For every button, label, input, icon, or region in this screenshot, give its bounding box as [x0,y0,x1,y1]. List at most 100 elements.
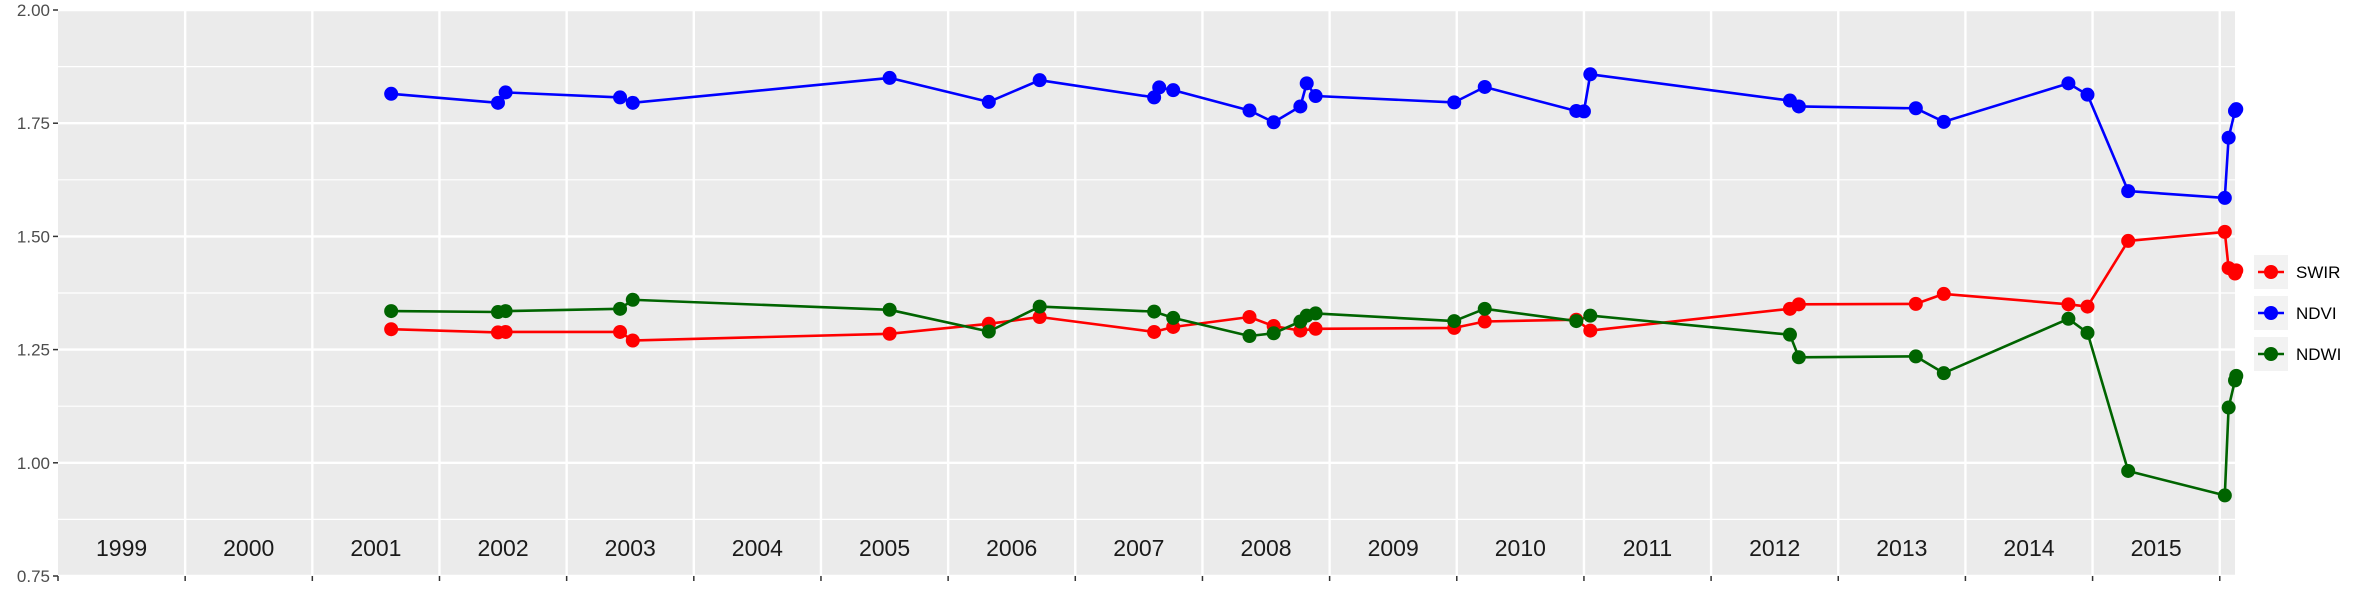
x-tick-label: 2008 [1240,535,1291,561]
legend-label: NDWI [2296,345,2341,364]
data-point-ndvi [490,95,505,110]
x-tick-label: 2002 [477,535,528,561]
data-point-swir [2217,224,2232,239]
data-point-ndvi [1293,99,1308,114]
data-point-ndwi [2061,311,2076,326]
data-point-ndwi [2080,325,2095,340]
data-point-swir [882,326,897,341]
data-point-swir [2229,263,2244,278]
data-point-ndvi [1583,67,1598,82]
data-point-ndvi [1152,80,1167,95]
data-point-ndwi [1308,306,1323,321]
y-tick-label: 1.50 [17,227,50,246]
data-point-ndvi [882,70,897,85]
data-point-swir [1032,309,1047,324]
x-tick-label: 2014 [2003,535,2054,561]
x-tick-label: 2007 [1113,535,1164,561]
data-point-ndwi [981,324,996,339]
legend-key-point [2264,306,2278,320]
legend: SWIR NDVI NDWI [2252,250,2370,380]
y-axis: 0.75 1.00 1.25 1.50 1.75 2.00 [17,1,58,586]
data-point-swir [2080,299,2095,314]
data-point-ndvi [1791,99,1806,114]
data-point-ndwi [1032,299,1047,314]
data-point-swir [384,322,399,337]
grid-major [58,8,2235,578]
y-tick-label: 1.00 [17,454,50,473]
data-point-ndwi [613,301,628,316]
data-point-ndvi [2121,184,2136,199]
x-tick-label: 2006 [986,535,1037,561]
data-point-ndwi [1908,349,1923,364]
x-tick-label: 2012 [1749,535,1800,561]
x-tick-label: 2010 [1495,535,1546,561]
data-point-ndwi [1936,366,1951,381]
data-point-ndvi [1299,76,1314,91]
data-point-swir [2061,297,2076,312]
data-point-swir [498,324,513,339]
data-point-swir [1936,286,1951,301]
x-year-labels: 1999 2000 2001 2002 2003 2004 2005 2006 2007 2008… [96,535,2182,561]
data-point-ndvi [498,85,513,100]
data-point-ndwi [1266,326,1281,341]
data-point-ndwi [2217,488,2232,503]
x-tick-label: 2004 [732,535,783,561]
y-tick-label: 1.75 [17,114,50,133]
data-point-ndwi [1791,350,1806,365]
x-axis [57,576,2221,581]
legend-label: SWIR [2296,263,2340,282]
data-point-ndwi [1242,329,1257,344]
data-point-ndwi [1477,301,1492,316]
data-point-ndvi [384,86,399,101]
data-point-ndvi [1308,89,1323,104]
y-tick-label: 2.00 [17,1,50,20]
data-point-ndvi [1477,79,1492,94]
data-point-swir [1477,314,1492,329]
data-point-ndwi [1782,327,1797,342]
data-point-ndvi [1032,73,1047,88]
x-tick-label: 2009 [1368,535,1419,561]
x-tick-label: 2011 [1623,535,1672,561]
x-tick-label: 1999 [96,535,147,561]
series-layer [384,67,2244,503]
data-point-ndvi [2080,87,2095,102]
x-tick-label: 2013 [1876,535,1927,561]
data-point-ndwi [1569,314,1584,329]
data-point-swir [625,333,640,348]
data-point-ndvi [2061,76,2076,91]
x-tick-label: 2001 [350,535,401,561]
data-point-ndvi [613,90,628,105]
data-point-ndvi [625,95,640,110]
grid-minor [58,65,2235,521]
x-tick-label: 2000 [223,535,274,561]
data-point-ndvi [1936,114,1951,129]
data-point-ndvi [1242,103,1257,118]
data-point-ndwi [1166,310,1181,325]
data-point-swir [613,324,628,339]
data-point-ndwi [1147,304,1162,319]
legend-key-point [2264,265,2278,279]
data-point-ndvi [2229,102,2244,117]
data-point-ndwi [498,304,513,319]
data-point-ndvi [981,94,996,109]
data-point-ndvi [1576,104,1591,119]
x-tick-label: 2005 [859,535,910,561]
y-tick-label: 0.75 [17,567,50,586]
data-point-swir [1308,321,1323,336]
data-point-ndwi [625,292,640,307]
data-point-ndwi [2121,463,2136,478]
data-point-ndvi [2221,130,2236,145]
data-point-ndvi [1908,101,1923,116]
data-point-ndwi [384,304,399,319]
data-point-ndvi [1266,115,1281,130]
series-line-ndwi [391,298,2238,497]
legend-key-point [2264,347,2278,361]
legend-label: NDVI [2296,304,2337,323]
data-point-swir [1583,323,1598,338]
data-point-swir [1791,297,1806,312]
data-point-ndwi [1583,308,1598,323]
data-point-ndvi [1166,83,1181,98]
x-tick-label: 2015 [2131,535,2182,561]
